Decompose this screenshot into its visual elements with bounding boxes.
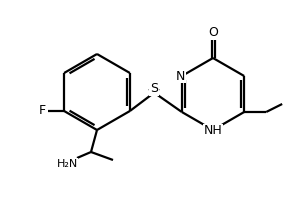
Text: N: N: [176, 69, 185, 83]
Text: F: F: [38, 104, 46, 117]
Text: O: O: [208, 26, 218, 39]
Text: H₂N: H₂N: [56, 159, 77, 169]
Text: NH: NH: [203, 125, 222, 138]
Text: S: S: [150, 83, 158, 96]
